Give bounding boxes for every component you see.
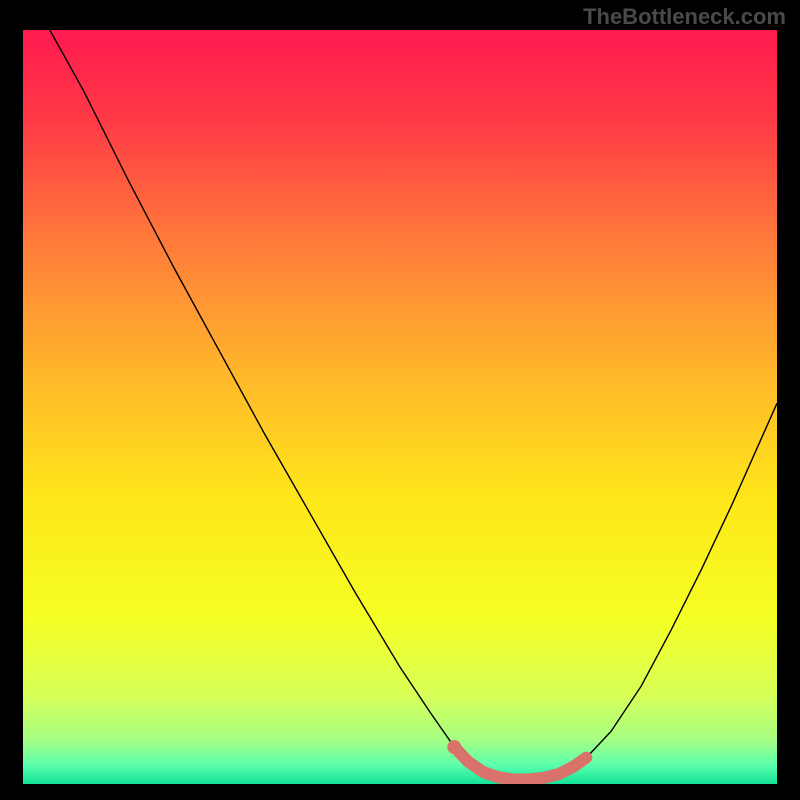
attribution-label: TheBottleneck.com — [583, 4, 786, 30]
chart-container: TheBottleneck.com — [0, 0, 800, 800]
plot-background — [23, 30, 777, 784]
plot-area — [23, 30, 777, 784]
plot-svg — [23, 30, 777, 784]
optimal-range-start-dot — [447, 740, 461, 754]
